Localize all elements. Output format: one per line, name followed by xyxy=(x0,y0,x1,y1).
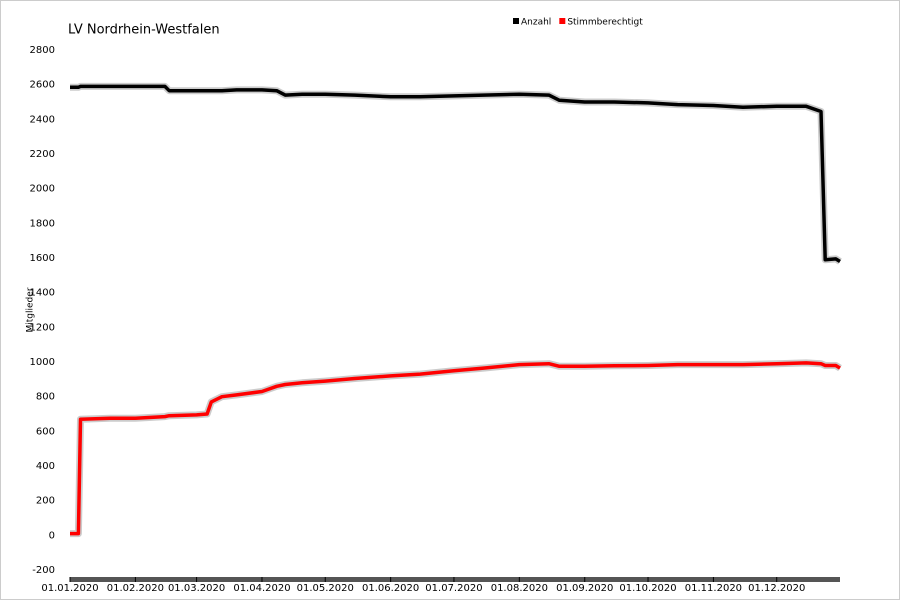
y-tick-label: -200 xyxy=(32,565,55,576)
legend-label: Stimmberechtigt xyxy=(567,18,643,28)
y-tick-label: 1600 xyxy=(30,253,55,264)
x-tick-label: 01.03.2020 xyxy=(168,583,225,594)
y-tick-label: 2600 xyxy=(30,80,55,91)
x-axis-band xyxy=(70,577,840,582)
y-tick-label: 1800 xyxy=(30,218,55,229)
series-line xyxy=(70,361,841,536)
series-line xyxy=(70,84,841,263)
y-tick-label: 1400 xyxy=(30,288,55,299)
chart-title: LV Nordrhein-Westfalen xyxy=(68,23,220,38)
x-tick-label: 01.04.2020 xyxy=(233,583,290,594)
legend-swatch xyxy=(559,18,566,24)
y-tick-label: 600 xyxy=(36,426,55,437)
y-tick-label: 400 xyxy=(36,461,55,472)
x-tick-label: 01.01.2020 xyxy=(41,583,98,594)
y-tick-label: 1000 xyxy=(30,357,55,368)
x-tick-label: 01.06.2020 xyxy=(362,583,419,594)
y-tick-label: 1200 xyxy=(30,322,55,333)
x-tick-label: 01.10.2020 xyxy=(619,583,676,594)
x-tick-label: 01.11.2020 xyxy=(685,583,742,594)
y-tick-label: 2400 xyxy=(30,114,55,125)
legend-swatch xyxy=(513,18,519,24)
x-tick-label: 01.02.2020 xyxy=(107,583,164,594)
x-tick-label: 01.12.2020 xyxy=(748,583,805,594)
y-tick-label: 2200 xyxy=(30,149,55,160)
y-tick-label: 800 xyxy=(36,392,55,403)
x-tick-label: 01.07.2020 xyxy=(425,583,482,594)
x-tick-label: 01.05.2020 xyxy=(297,583,354,594)
y-tick-label: 200 xyxy=(36,496,55,507)
y-tick-label: 2800 xyxy=(30,45,55,56)
y-tick-label: 0 xyxy=(49,530,55,541)
legend-label: Anzahl xyxy=(521,18,551,28)
y-tick-label: 2000 xyxy=(30,184,55,195)
x-tick-label: 01.09.2020 xyxy=(556,583,613,594)
x-tick-label: 01.08.2020 xyxy=(491,583,548,594)
y-axis-label: Mitglieder xyxy=(26,287,36,332)
